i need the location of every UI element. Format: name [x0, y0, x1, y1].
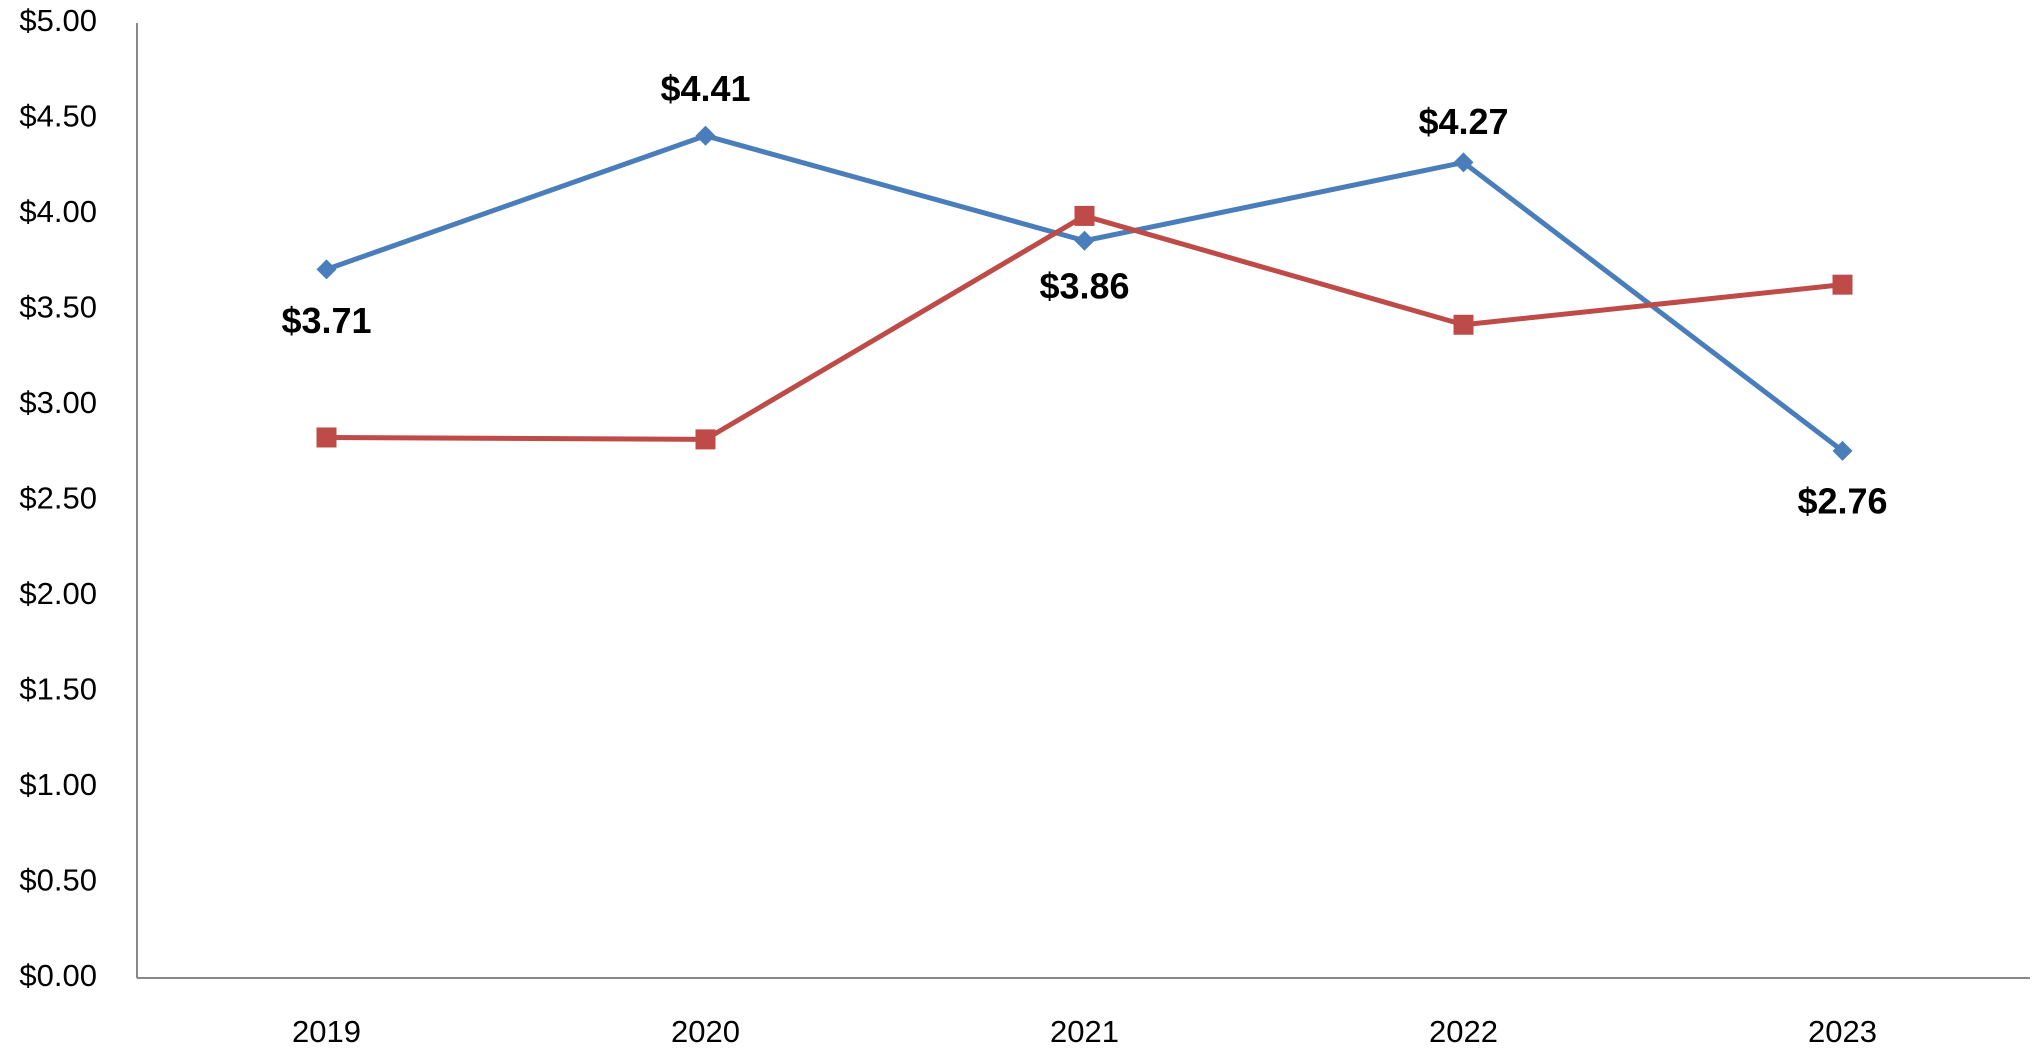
- y-tick-label: $0.50: [19, 863, 97, 898]
- marker: [316, 427, 337, 448]
- y-tick-label: $4.00: [19, 194, 97, 229]
- y-tick-label: $4.50: [19, 99, 97, 134]
- y-tick-label: $1.50: [19, 672, 97, 707]
- marker: [1453, 314, 1474, 335]
- data-label: $2.76: [1797, 480, 1887, 521]
- y-tick-label: $5.00: [19, 3, 97, 38]
- data-label: $4.27: [1418, 101, 1508, 142]
- data-label: $3.86: [1039, 265, 1129, 306]
- marker: [1453, 152, 1474, 173]
- marker: [695, 125, 716, 146]
- y-tick-label: $3.50: [19, 290, 97, 325]
- y-tick-label: $1.00: [19, 767, 97, 802]
- x-tick-label: 2023: [1808, 1014, 1877, 1049]
- x-tick-label: 2022: [1429, 1014, 1498, 1049]
- x-tick-label: 2019: [292, 1014, 361, 1049]
- y-tick-label: $0.00: [19, 958, 97, 993]
- data-label: $3.71: [281, 300, 371, 341]
- marker: [1074, 230, 1095, 251]
- marker: [1832, 274, 1853, 295]
- x-tick-label: 2021: [1050, 1014, 1119, 1049]
- y-tick-label: $2.50: [19, 481, 97, 516]
- data-label: $4.41: [660, 68, 750, 109]
- marker: [695, 429, 716, 450]
- y-tick-label: $2.00: [19, 576, 97, 611]
- y-tick-label: $3.00: [19, 385, 97, 420]
- marker: [1832, 440, 1853, 461]
- marker: [1074, 205, 1095, 226]
- marker: [316, 259, 337, 280]
- x-tick-label: 2020: [671, 1014, 740, 1049]
